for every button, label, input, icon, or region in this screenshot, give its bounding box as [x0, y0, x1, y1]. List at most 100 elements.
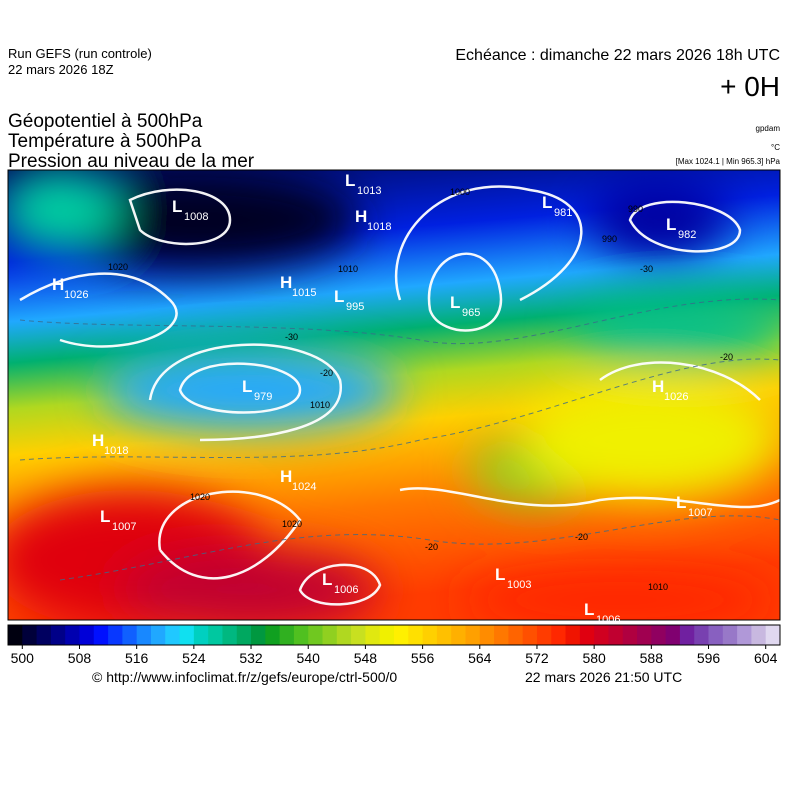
- color-swatch: [179, 625, 195, 645]
- color-swatch: [694, 625, 710, 645]
- isobar-label: 1020: [108, 262, 128, 272]
- color-swatch: [122, 625, 138, 645]
- center-value: 1026: [664, 391, 688, 403]
- isobar-label: 1010: [338, 264, 358, 274]
- tick-label: 508: [68, 650, 92, 666]
- unit: °C: [771, 143, 780, 152]
- color-swatch: [594, 625, 609, 645]
- color-swatch: [308, 625, 324, 645]
- isobar-label: 990: [602, 234, 617, 244]
- tick-label: 580: [582, 650, 606, 666]
- field: Géopotentiel à 500hPa: [8, 111, 203, 132]
- color-swatch: [36, 625, 52, 645]
- center-value: 965: [462, 307, 480, 319]
- center-value: 1007: [112, 521, 136, 533]
- isobar-label: 1000: [450, 187, 470, 197]
- isobar-label: 1020: [190, 492, 210, 502]
- tick-label: 548: [354, 650, 378, 666]
- color-swatch: [408, 625, 424, 645]
- center-type: H: [280, 273, 292, 292]
- source: © http://www.infoclimat.fr/z/gefs/europe…: [92, 669, 397, 685]
- color-swatch: [322, 625, 338, 645]
- color-swatch: [108, 625, 123, 645]
- color-swatch: [165, 625, 181, 645]
- center-value: 1007: [688, 507, 712, 519]
- center-type: L: [100, 507, 110, 526]
- center-value: 1015: [292, 287, 316, 299]
- temperature-label: -20: [720, 352, 733, 362]
- color-swatch: [494, 625, 509, 645]
- run-time: 22 mars 2026 18Z: [8, 62, 114, 77]
- color-swatch: [365, 625, 381, 645]
- color-swatch: [708, 625, 724, 645]
- color-swatch: [93, 625, 109, 645]
- center-type: L: [542, 193, 552, 212]
- center-value: 1018: [104, 445, 128, 457]
- color-swatch: [665, 625, 681, 645]
- color-swatch: [765, 625, 781, 645]
- temperature-label: -20: [320, 368, 333, 378]
- color-swatch: [293, 625, 309, 645]
- tick-label: 556: [411, 650, 435, 666]
- color-swatch: [236, 625, 252, 645]
- temperature-label: -20: [575, 532, 588, 542]
- color-swatch: [379, 625, 395, 645]
- center-value: 1006: [596, 614, 620, 626]
- center-value: 1018: [367, 221, 391, 233]
- unit: [Max 1024.1 | Min 965.3] hPa: [676, 157, 781, 166]
- tick-label: 596: [697, 650, 721, 666]
- color-swatch: [422, 625, 438, 645]
- color-swatch: [394, 625, 409, 645]
- color-swatch: [608, 625, 624, 645]
- center-type: H: [355, 207, 367, 226]
- center-value: 982: [678, 229, 696, 241]
- color-swatch: [479, 625, 495, 645]
- color-swatch: [79, 625, 95, 645]
- color-swatch: [579, 625, 595, 645]
- center-type: L: [666, 215, 676, 234]
- lead-time: + 0H: [720, 71, 780, 102]
- color-swatch: [351, 625, 366, 645]
- color-swatch: [22, 625, 38, 645]
- color-swatch: [8, 625, 23, 645]
- isobar-label: 990: [628, 204, 643, 214]
- color-swatch: [536, 625, 552, 645]
- center-type: L: [345, 171, 355, 190]
- unit: gpdam: [756, 124, 781, 133]
- center-value: 1003: [507, 579, 531, 591]
- center-type: H: [52, 275, 64, 294]
- color-swatch: [136, 625, 152, 645]
- isobar-label: 1010: [648, 582, 668, 592]
- tick-label: 500: [11, 650, 35, 666]
- color-swatch: [637, 625, 652, 645]
- color-swatch: [193, 625, 209, 645]
- center-value: 1013: [357, 185, 381, 197]
- color-swatch: [465, 625, 481, 645]
- color-swatch: [436, 625, 452, 645]
- color-swatch: [336, 625, 352, 645]
- color-swatch: [222, 625, 238, 645]
- color-swatch: [522, 625, 538, 645]
- center-value: 979: [254, 391, 272, 403]
- map-frame: [7, 169, 781, 621]
- color-swatch: [651, 625, 667, 645]
- center-type: L: [584, 600, 594, 619]
- tick-label: 540: [297, 650, 321, 666]
- field: Température à 500hPa: [8, 131, 202, 152]
- tick-label: 516: [125, 650, 149, 666]
- isobar-label: 1020: [282, 519, 302, 529]
- temperature-label: -20: [425, 542, 438, 552]
- center-type: L: [495, 565, 505, 584]
- center-value: 1024: [292, 481, 316, 493]
- center-type: L: [676, 493, 686, 512]
- color-swatch: [208, 625, 223, 645]
- generated: 22 mars 2026 21:50 UTC: [525, 669, 682, 685]
- color-swatch: [265, 625, 281, 645]
- center-value: 1006: [334, 584, 358, 596]
- colorbar: 500 508 516 524 532 540 548 556 564 572 580 588 596 6…: [7, 624, 781, 666]
- center-value: 995: [346, 301, 364, 313]
- valid-time: Echéance : dimanche 22 mars 2026 18h UTC: [455, 47, 780, 64]
- color-swatch: [751, 625, 767, 645]
